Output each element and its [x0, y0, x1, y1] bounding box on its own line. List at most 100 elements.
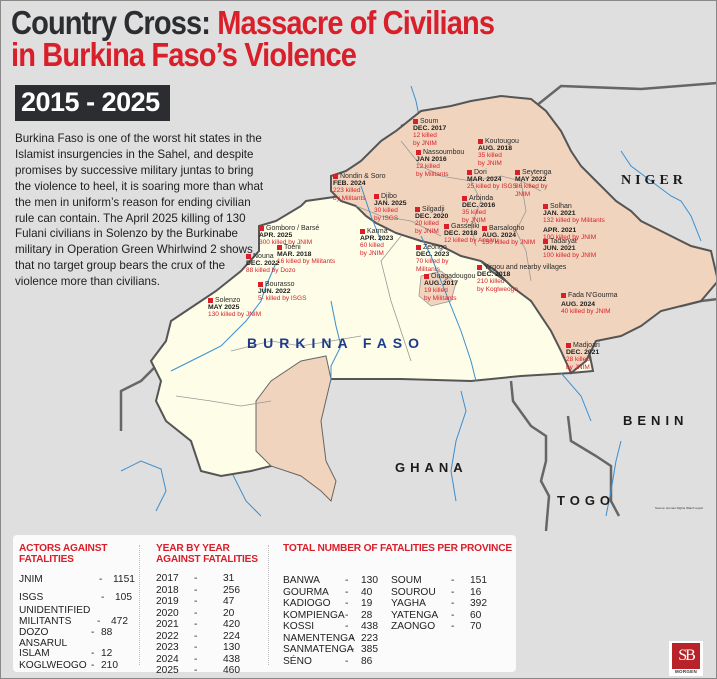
togo-label: TOGO: [557, 493, 616, 508]
province-row: SANMATENGA -385: [283, 644, 378, 655]
marker-square-icon: [462, 195, 467, 201]
marker-square-icon: [208, 297, 213, 303]
year-range-badge: 2015 - 2025: [15, 85, 170, 121]
marker-square-icon: [413, 118, 418, 124]
page-title: Country Cross: Massacre of Civilians in …: [11, 4, 495, 73]
title-part-2: Massacre of Civilians: [217, 4, 495, 41]
stats-panel: ACTORS AGAINST FATALITIES JNIM -1151 ISGS -…: [13, 535, 516, 676]
province-row: KOMPIENGA -28: [283, 609, 373, 621]
marker-square-icon: [360, 228, 365, 234]
marker-square-icon: [543, 238, 548, 244]
map-marker: Djibo JAN. 2025 30 killed by ISGS: [374, 193, 407, 222]
year-row: 2022-224: [156, 630, 240, 642]
year-row: 2024-438: [156, 653, 240, 665]
province-row: SOUROU -16: [391, 586, 482, 598]
map-marker: Gasseliki DEC. 2018 12 killed by Ansaru: [444, 223, 499, 245]
province-row: KOSSI -438: [283, 621, 378, 632]
marker-square-icon: [444, 223, 449, 229]
actors-title: ACTORS AGAINST FATALITIES: [19, 543, 108, 565]
source-note: Source: Human Rights Watch report: [655, 506, 704, 510]
map-marker: Dori MAR. 2024 25 killed by ISGS: [467, 169, 517, 191]
marker-square-icon: [543, 203, 548, 209]
map-marker: Seytenga MAY 2022 86 killed by JNIM: [515, 169, 552, 198]
map-graphic: [119, 81, 716, 531]
marker-square-icon: [467, 169, 472, 175]
logo-name: MORGEN: [674, 669, 698, 674]
provinces-title: TOTAL NUMBER OF FATALITIES PER PROVINCE: [283, 543, 512, 554]
benin-label: BENIN: [623, 413, 689, 428]
map-marker: Arbinda DEC. 2016 35 killed by JNIM: [462, 195, 496, 224]
burkina-faso-label: BURKINA FASO: [247, 335, 426, 351]
marker-square-icon: [246, 253, 251, 259]
year-row: 2023-130: [156, 642, 240, 653]
provinces-left: BANWA -130 GOURMA -40 KADIOGO -19 KOMPIENGA…: [283, 575, 391, 667]
marker-square-icon: [415, 206, 420, 212]
marker-square-icon: [477, 264, 482, 270]
marker-square-icon: [482, 225, 487, 231]
province-row: SOUM -151: [391, 575, 487, 586]
province-row: NAMENTENGA -223: [283, 632, 378, 644]
marker-square-icon: [561, 292, 566, 298]
map-marker: Zeongo DEC. 2023 70 killed by Militants: [416, 244, 450, 273]
year-row: 2019-47: [156, 596, 235, 607]
marker-square-icon: [566, 342, 571, 348]
province-row: YATENGA -60: [391, 609, 482, 621]
province-row: BANWA -130: [283, 575, 378, 586]
publisher-logo: SB MORGEN: [669, 641, 703, 676]
logo-mark: SB: [672, 643, 700, 669]
marker-square-icon: [374, 193, 379, 199]
marker-square-icon: [277, 244, 282, 250]
map-marker: Fada N'Gourma AUG. 2024 40 killed by JNIM: [561, 292, 618, 316]
map-marker: Bourasso JUN. 2022 5- killed by ISGS: [258, 281, 307, 303]
actor-row: JNIM -1151: [19, 574, 135, 585]
ghana-label: GHANA: [395, 460, 468, 475]
map-marker: Toéni MAR. 2018 16 killed by Militants: [277, 244, 336, 266]
map-marker: Silgadji DEC. 2020 20 killed by JNIM: [415, 206, 449, 235]
marker-square-icon: [424, 273, 429, 279]
map-marker: Soum DEC. 2017 12 killed by JNIM: [413, 118, 447, 147]
marker-square-icon: [416, 149, 421, 155]
year-row: 2025-460: [156, 665, 240, 676]
map-marker: Barsalogho AUG. 2024 150 killed by JNIM: [482, 225, 536, 247]
provinces-right: SOUM -151 SOUROU -16 YAGHA -392 YATENGA -60 …: [391, 575, 501, 667]
yearly-column: YEAR BY YEAR AGAINST FATALITIES 2017-31 2…: [156, 543, 266, 677]
yearly-list: 2017-31 2018-256 2019-47 2020-20 2021-42…: [156, 573, 266, 677]
title-line-2: in Burkina Faso’s Violence: [11, 36, 357, 73]
map-marker: APR. 2021 100 killed by JNIM: [543, 227, 597, 242]
actor-row: ISGS -105: [19, 591, 132, 603]
marker-square-icon: [515, 169, 520, 175]
actor-row: UNIDENTIFIED MILITANTS -472: [19, 605, 128, 627]
title-part-1: Country Cross:: [11, 4, 218, 41]
actors-column: ACTORS AGAINST FATALITIES JNIM -1151 ISGS -…: [19, 543, 139, 671]
province-row: YAGHA -392: [391, 598, 487, 609]
province-row: GOURMA -40: [283, 586, 373, 598]
province-row: ZAONGO -70: [391, 621, 482, 632]
province-row: SÉNO -86: [283, 655, 373, 667]
actor-row: DOZO -88: [19, 627, 113, 638]
year-row: 2020-20: [156, 607, 235, 619]
map-marker: Nondin & Soro FEB. 2024 223 killed by Milit…: [333, 173, 386, 202]
actors-list: JNIM -1151 ISGS -105 UNIDENTIFIED MILITANT…: [19, 574, 139, 671]
map-marker: Madjoari DEC. 2021 28 killed by JNIM: [566, 342, 600, 371]
marker-square-icon: [259, 225, 264, 231]
map-marker: Nassoumbou JAN 2016 12 killed by Militants: [416, 149, 465, 178]
niger-label: NIGER: [621, 173, 687, 188]
map-marker: Solhan JAN. 2021 132 killed by Militants: [543, 203, 605, 225]
map-marker: Solenzo MAY 2025 130 killed by JNIM: [208, 297, 262, 319]
column-divider: [268, 545, 269, 665]
provinces-list: BANWA -130 GOURMA -40 KADIOGO -19 KOMPIENGA…: [283, 575, 513, 667]
year-row: 2021-420: [156, 619, 240, 630]
province-row: KADIOGO -19: [283, 598, 373, 609]
marker-square-icon: [478, 138, 483, 144]
column-divider: [139, 545, 140, 665]
map-marker: Koutougou AUG. 2018 35 killed by JNIM: [478, 138, 519, 167]
marker-square-icon: [416, 244, 421, 250]
map-marker: Nouna DEC. 2022 88 killed by Dozo: [246, 253, 296, 275]
provinces-column: TOTAL NUMBER OF FATALITIES PER PROVINCE …: [283, 543, 513, 667]
intro-paragraph: Burkina Faso is one of the worst hit sta…: [15, 132, 264, 289]
map-marker: Tadaryat JUN. 2021 100 killed by JNIM: [543, 238, 597, 260]
map-marker: Gomboro / Barsé APR. 2025 300 killed by JN…: [259, 225, 320, 247]
actor-row: KOGLWEOGO -210: [19, 659, 118, 671]
map-marker: Ouagadougou AUG. 2017 19 killed by Militant…: [424, 273, 476, 302]
